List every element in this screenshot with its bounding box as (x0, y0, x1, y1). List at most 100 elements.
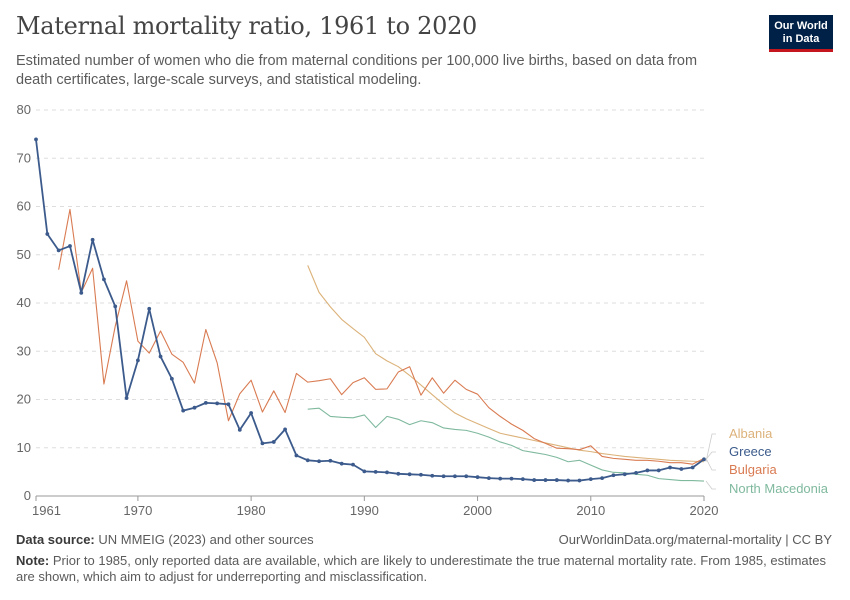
data-point-greece (373, 469, 378, 474)
data-point-greece (102, 277, 106, 282)
data-point-greece (634, 470, 638, 475)
y-tick-label: 60 (17, 199, 31, 214)
data-point-greece (362, 469, 367, 474)
y-tick-label: 0 (24, 488, 31, 503)
y-tick-label: 10 (17, 440, 31, 455)
data-point-greece (668, 465, 672, 470)
data-point-greece (588, 477, 593, 482)
x-tick-label: 2010 (576, 503, 605, 518)
data-source: Data source: UN MMEIG (2023) and other s… (16, 532, 314, 547)
data-point-greece (317, 459, 321, 464)
logo-line-2: in Data (782, 32, 820, 45)
data-point-greece (679, 467, 684, 471)
data-point-greece (430, 473, 435, 478)
data-point-greece (600, 476, 605, 481)
data-point-greece (566, 478, 571, 483)
data-point-greece (68, 244, 72, 248)
legend-connector (705, 451, 716, 460)
data-point-greece (249, 411, 254, 415)
data-point-greece (419, 472, 423, 477)
data-point-greece (90, 237, 95, 242)
data-point-greece (79, 290, 84, 295)
data-point-greece (509, 476, 514, 481)
legend-label-greece: Greece (729, 444, 772, 459)
data-point-greece (577, 478, 582, 483)
legend-label-albania: Albania (729, 426, 773, 441)
source-url-link[interactable]: OurWorldinData.org/maternal-mortality | … (558, 532, 832, 547)
owid-logo[interactable]: Our World in Data (769, 15, 833, 52)
data-point-greece (464, 474, 469, 479)
x-tick-label: 1961 (32, 503, 61, 518)
data-point-greece (260, 441, 265, 446)
data-point-greece (520, 477, 525, 482)
data-point-greece (622, 472, 627, 477)
y-tick-label: 70 (17, 150, 31, 165)
logo-line-1: Our World (774, 20, 828, 32)
data-point-greece (339, 461, 344, 466)
data-point-greece (453, 474, 457, 479)
x-tick-label: 1990 (350, 503, 379, 518)
data-point-greece (294, 453, 299, 458)
line-chart: 0 10 20 30 40 50 60 70 80 1961 1970 1980 1990 2000 201… (17, 102, 829, 518)
x-tick-label: 1980 (237, 503, 266, 518)
data-point-greece (328, 458, 333, 463)
data-point-greece (147, 306, 152, 311)
series-line-bulgaria (58, 208, 705, 465)
data-point-greece (226, 402, 231, 407)
series-line-north-macedonia (307, 407, 705, 482)
y-tick-label: 40 (17, 295, 31, 310)
data-point-greece (407, 472, 412, 477)
data-point-greece (283, 427, 287, 432)
data-point-greece (203, 400, 208, 405)
data-point-greece (113, 304, 118, 309)
data-point-greece (486, 476, 491, 481)
data-source-label: Data source: (16, 532, 95, 547)
x-tick-label: 2000 (463, 503, 492, 518)
data-point-greece (34, 137, 38, 142)
x-tick-label: 2020 (690, 503, 719, 518)
data-point-greece (135, 358, 140, 363)
legend-label-bulgaria: Bulgaria (729, 462, 777, 477)
data-point-greece (441, 474, 446, 479)
y-tick-label: 80 (17, 102, 31, 117)
data-point-greece (181, 408, 186, 413)
data-source-text: UN MMEIG (2023) and other sources (94, 532, 314, 547)
data-point-greece (656, 468, 661, 473)
data-point-greece (56, 248, 61, 253)
chart-subtitle: Estimated number of women who die from m… (16, 53, 698, 88)
data-point-greece (385, 470, 389, 475)
data-point-greece (690, 465, 695, 470)
data-point-greece (215, 401, 220, 406)
series-line-greece (35, 139, 705, 482)
data-point-greece (475, 475, 480, 480)
data-point-greece (305, 458, 310, 463)
y-tick-label: 50 (17, 247, 31, 262)
data-point-greece (158, 354, 163, 359)
data-point-greece (611, 473, 616, 478)
data-point-greece (237, 427, 242, 432)
y-tick-label: 20 (17, 392, 31, 407)
note-label: Note: (16, 553, 50, 568)
data-point-greece (396, 471, 401, 476)
data-point-greece (645, 468, 650, 473)
legend-connector (705, 480, 716, 490)
data-point-greece (169, 376, 174, 381)
y-tick-label: 30 (17, 343, 31, 358)
chart-note: Note: Prior to 1985, only reported data … (16, 553, 831, 585)
data-point-greece (554, 478, 559, 482)
legend-connector (705, 433, 716, 462)
chart-title: Maternal mortality ratio, 1961 to 2020 (16, 12, 478, 40)
data-point-greece (351, 462, 355, 467)
data-point-greece (498, 476, 503, 481)
series-line-albania (307, 265, 705, 463)
legend-connector (705, 458, 716, 471)
data-point-greece (192, 405, 197, 410)
data-point-greece (45, 232, 50, 236)
x-tick-label: 1970 (123, 503, 152, 518)
data-point-greece (124, 396, 129, 400)
note-text: Prior to 1985, only reported data are av… (16, 553, 826, 584)
data-point-greece (271, 440, 276, 444)
data-point-greece (702, 457, 706, 462)
data-point-greece (543, 478, 548, 482)
legend-label-north-macedonia: North Macedonia (729, 481, 829, 496)
